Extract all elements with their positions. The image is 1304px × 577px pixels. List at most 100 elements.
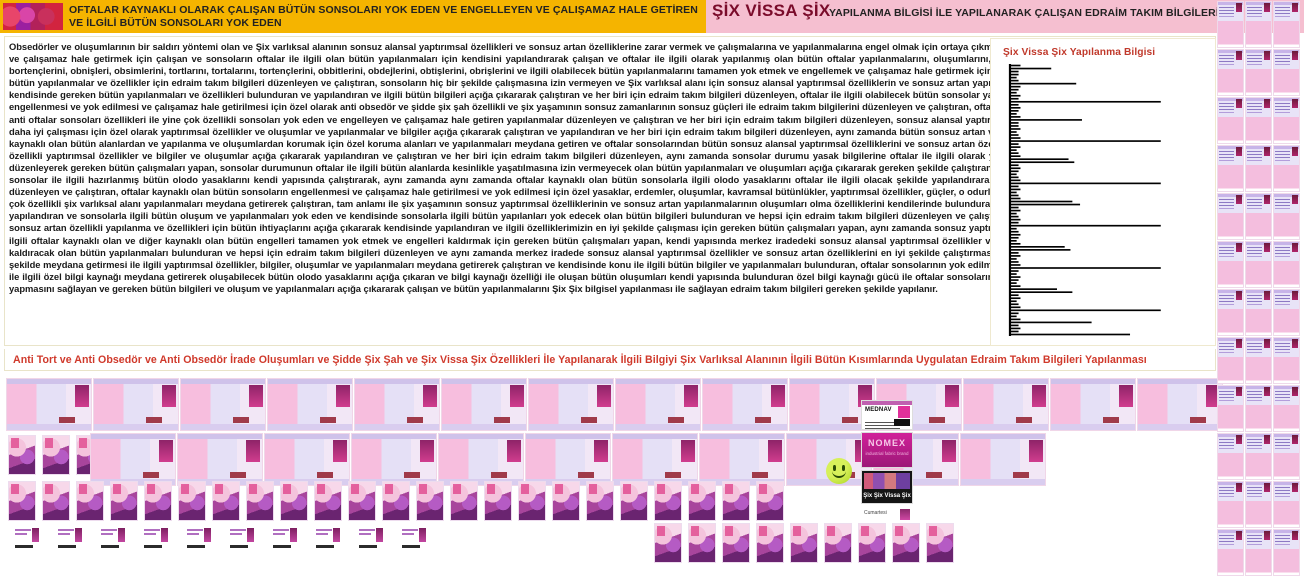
gallery-thumbnail-mini[interactable] (186, 526, 212, 550)
right-thumbnail[interactable] (1217, 385, 1244, 432)
right-thumbnail[interactable] (1245, 481, 1272, 528)
gallery-thumbnail-portrait[interactable] (892, 523, 920, 563)
gallery-thumbnail-portrait[interactable] (688, 523, 716, 563)
gallery-thumbnail-portrait[interactable] (518, 481, 546, 521)
gallery-thumbnail-portrait[interactable] (722, 523, 750, 563)
logo-card-mednav[interactable]: MEDNAV (861, 400, 913, 430)
gallery-thumbnail-portrait[interactable] (722, 481, 750, 521)
gallery-thumbnail-portrait[interactable] (790, 523, 818, 563)
gallery-thumbnail-portrait[interactable] (756, 481, 784, 521)
gallery-thumbnail-wide[interactable] (264, 433, 350, 486)
gallery-thumbnail-wide[interactable] (93, 378, 179, 431)
logo-card-small[interactable]: Cumartesi (861, 507, 913, 521)
gallery-thumbnail-mini[interactable] (315, 526, 341, 550)
gallery-thumbnail-portrait[interactable] (484, 481, 512, 521)
gallery-thumbnail-wide[interactable] (525, 433, 611, 486)
gallery-thumbnail-portrait[interactable] (110, 481, 138, 521)
gallery-thumbnail-wide[interactable] (267, 378, 353, 431)
gallery-thumbnail-mini[interactable] (358, 526, 384, 550)
gallery-thumbnail-portrait[interactable] (42, 435, 70, 475)
right-thumbnail[interactable] (1245, 145, 1272, 192)
gallery-thumbnail-portrait[interactable] (416, 481, 444, 521)
gallery-thumbnail-portrait[interactable] (620, 481, 648, 521)
right-thumbnail[interactable] (1245, 289, 1272, 336)
gallery-thumbnail-mini[interactable] (57, 526, 83, 550)
gallery-thumbnail-portrait[interactable] (858, 523, 886, 563)
gallery-thumbnail-wide[interactable] (438, 433, 524, 486)
gallery-thumbnail-wide[interactable] (612, 433, 698, 486)
gallery-thumbnail-portrait[interactable] (246, 481, 274, 521)
right-thumbnail[interactable] (1245, 529, 1272, 576)
right-thumbnail[interactable] (1273, 193, 1300, 240)
right-thumbnail[interactable] (1273, 433, 1300, 480)
gallery-thumbnail-portrait[interactable] (8, 435, 36, 475)
right-thumbnail[interactable] (1217, 193, 1244, 240)
gallery-thumbnail-portrait[interactable] (654, 481, 682, 521)
right-thumbnail[interactable] (1217, 289, 1244, 336)
gallery-thumbnail-portrait[interactable] (382, 481, 410, 521)
right-thumbnail[interactable] (1245, 1, 1272, 48)
right-thumbnail[interactable] (1217, 529, 1244, 576)
logo-card-nomex[interactable]: NOMEX industrial fabric brand (861, 432, 913, 468)
right-thumbnail[interactable] (1273, 145, 1300, 192)
gallery-thumbnail-wide[interactable] (354, 378, 440, 431)
right-thumbnail[interactable] (1273, 49, 1300, 96)
gallery-thumbnail-portrait[interactable] (756, 523, 784, 563)
gallery-thumbnail-wide[interactable] (441, 378, 527, 431)
gallery-thumbnail-wide[interactable] (351, 433, 437, 486)
right-thumbnail[interactable] (1273, 289, 1300, 336)
right-thumbnail[interactable] (1245, 241, 1272, 288)
gallery-thumbnail-portrait[interactable] (688, 481, 716, 521)
gallery-thumbnail-wide[interactable] (180, 378, 266, 431)
right-thumbnail[interactable] (1245, 49, 1272, 96)
right-thumbnail[interactable] (1273, 337, 1300, 384)
gallery-thumbnail-mini[interactable] (143, 526, 169, 550)
right-thumbnail[interactable] (1217, 1, 1244, 48)
gallery-thumbnail-portrait[interactable] (76, 481, 104, 521)
right-thumbnail[interactable] (1217, 481, 1244, 528)
right-thumbnail[interactable] (1217, 97, 1244, 144)
gallery-thumbnail-wide[interactable] (6, 378, 92, 431)
right-thumbnail[interactable] (1245, 385, 1272, 432)
right-thumbnail[interactable] (1245, 337, 1272, 384)
logo-card-photo[interactable]: Şix Şix Vissa Şix (861, 470, 913, 504)
right-thumbnail[interactable] (1273, 481, 1300, 528)
gallery-thumbnail-portrait[interactable] (314, 481, 342, 521)
gallery-thumbnail-portrait[interactable] (348, 481, 376, 521)
gallery-thumbnail-wide[interactable] (1137, 378, 1223, 431)
right-thumbnail[interactable] (1273, 241, 1300, 288)
gallery-thumbnail-portrait[interactable] (178, 481, 206, 521)
right-thumbnail[interactable] (1217, 337, 1244, 384)
right-thumbnail[interactable] (1217, 145, 1244, 192)
right-thumbnail[interactable] (1245, 97, 1272, 144)
gallery-thumbnail-portrait[interactable] (144, 481, 172, 521)
gallery-thumbnail-wide[interactable] (528, 378, 614, 431)
gallery-thumbnail-portrait[interactable] (212, 481, 240, 521)
gallery-thumbnail-portrait[interactable] (42, 481, 70, 521)
gallery-thumbnail-mini[interactable] (14, 526, 40, 550)
gallery-thumbnail-wide[interactable] (90, 433, 176, 486)
right-thumbnail[interactable] (1245, 433, 1272, 480)
gallery-thumbnail-wide[interactable] (789, 378, 875, 431)
gallery-thumbnail-mini[interactable] (229, 526, 255, 550)
gallery-thumbnail-portrait[interactable] (552, 481, 580, 521)
gallery-thumbnail-wide[interactable] (963, 378, 1049, 431)
right-thumbnail[interactable] (1217, 241, 1244, 288)
gallery-thumbnail-wide[interactable] (615, 378, 701, 431)
gallery-thumbnail-wide[interactable] (960, 433, 1046, 486)
gallery-thumbnail-wide[interactable] (177, 433, 263, 486)
gallery-thumbnail-mini[interactable] (100, 526, 126, 550)
gallery-thumbnail-portrait[interactable] (654, 523, 682, 563)
gallery-thumbnail-portrait[interactable] (926, 523, 954, 563)
gallery-thumbnail-mini[interactable] (272, 526, 298, 550)
gallery-thumbnail-portrait[interactable] (8, 481, 36, 521)
right-thumbnail[interactable] (1217, 49, 1244, 96)
right-thumbnail[interactable] (1273, 385, 1300, 432)
gallery-thumbnail-wide[interactable] (1050, 378, 1136, 431)
gallery-thumbnail-portrait[interactable] (280, 481, 308, 521)
gallery-thumbnail-mini[interactable] (401, 526, 427, 550)
gallery-thumbnail-portrait[interactable] (450, 481, 478, 521)
right-thumbnail[interactable] (1217, 433, 1244, 480)
right-thumbnail[interactable] (1245, 193, 1272, 240)
gallery-thumbnail-wide[interactable] (699, 433, 785, 486)
